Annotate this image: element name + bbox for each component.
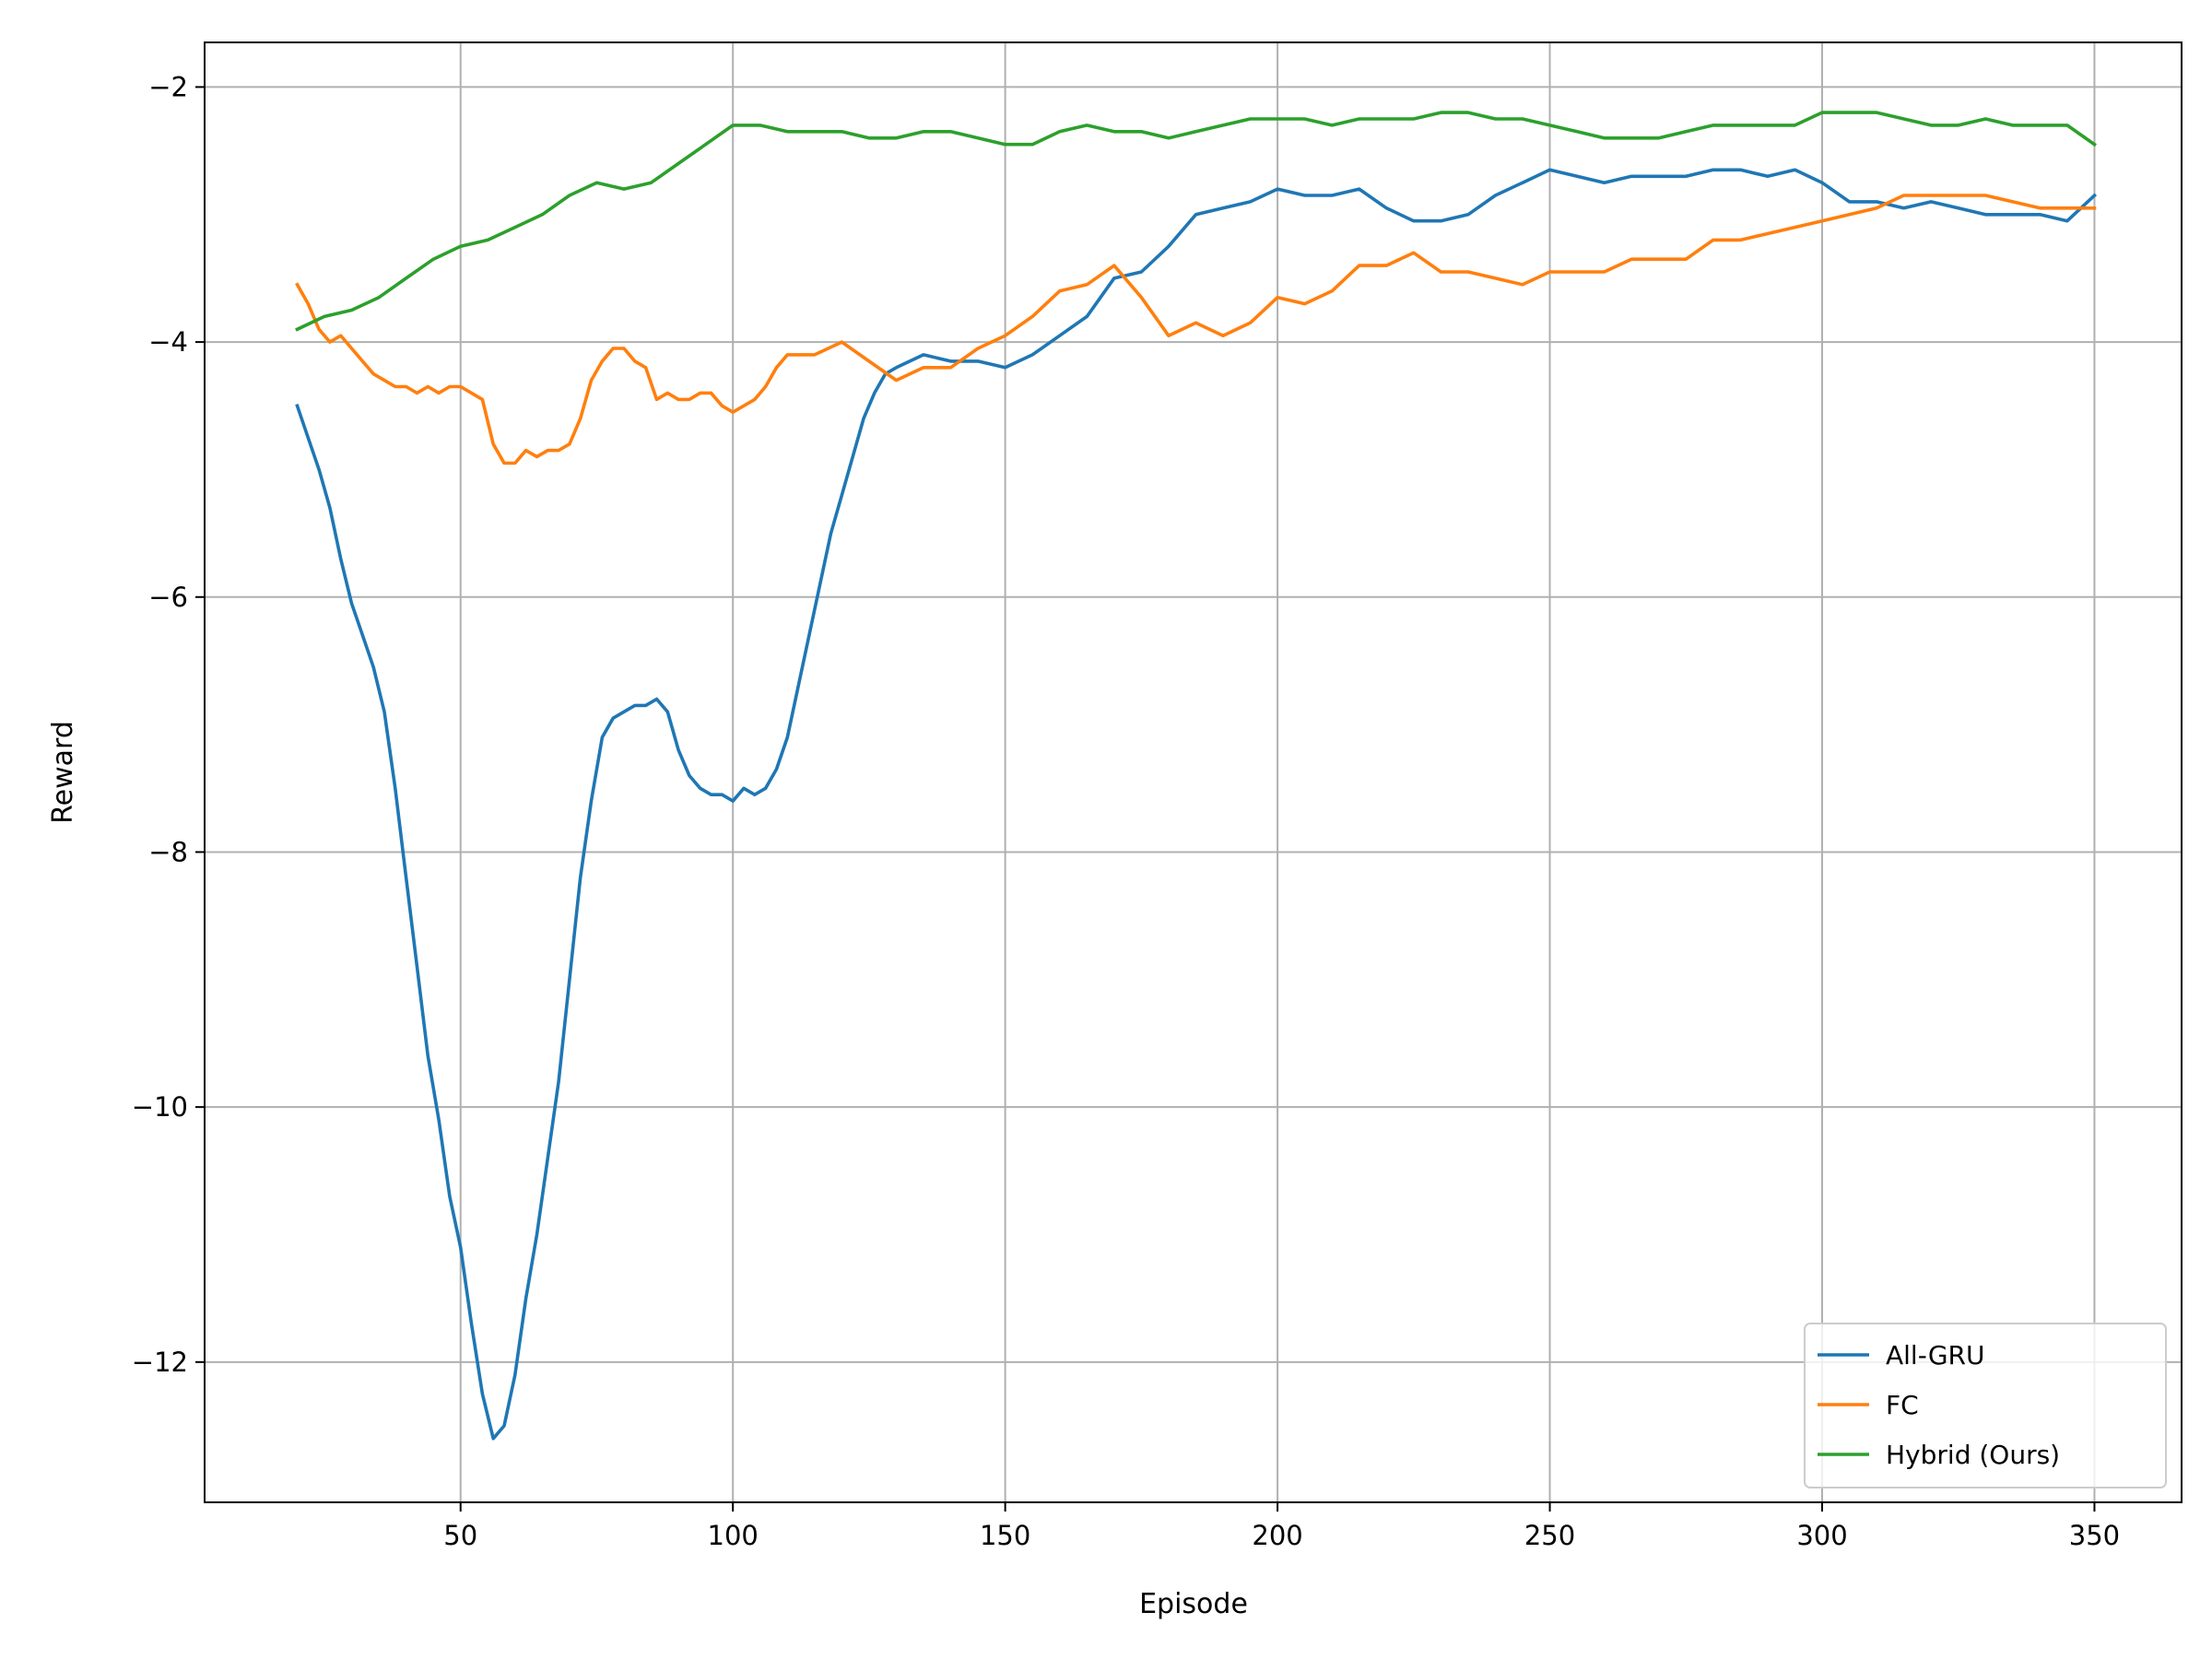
y-tick-label: −8: [148, 836, 188, 867]
x-axis: 50 100 150 200 250 300 350: [443, 1502, 2120, 1551]
series-line-all-gru: [295, 168, 2098, 1441]
x-tick-label: 250: [1524, 1520, 1575, 1551]
y-tick-label: −12: [132, 1347, 188, 1378]
x-tick-label: 150: [980, 1520, 1030, 1551]
x-tick-label: 200: [1252, 1520, 1302, 1551]
series-line-fc: [295, 194, 2097, 465]
y-tick-label: −10: [132, 1091, 188, 1123]
y-axis-label: Reward: [47, 721, 79, 824]
series-line-hybrid-ours: [295, 111, 2098, 332]
x-tick-label: 350: [2069, 1520, 2120, 1551]
legend-label-hybrid-ours: Hybrid (Ours): [1886, 1440, 2060, 1470]
y-tick-label: −6: [148, 582, 188, 613]
legend-label-fc: FC: [1886, 1390, 1919, 1420]
y-tick-label: −4: [148, 326, 188, 358]
plot-frame: [204, 41, 2183, 1503]
grid: [205, 42, 2182, 1502]
legend-box: [1804, 1323, 2167, 1488]
x-tick-label: 100: [708, 1520, 759, 1551]
legend: All-GRU FC Hybrid (Ours): [1804, 1323, 2167, 1488]
x-tick-label: 300: [1796, 1520, 1847, 1551]
plot-series: [295, 111, 2098, 1441]
y-tick-label: −2: [148, 71, 188, 102]
legend-label-all-gru: All-GRU: [1886, 1340, 1985, 1371]
y-axis: −12 −10 −8 −6 −4 −2: [132, 71, 205, 1378]
x-tick-label: 50: [443, 1520, 477, 1551]
x-axis-label: Episode: [1139, 1588, 1248, 1620]
